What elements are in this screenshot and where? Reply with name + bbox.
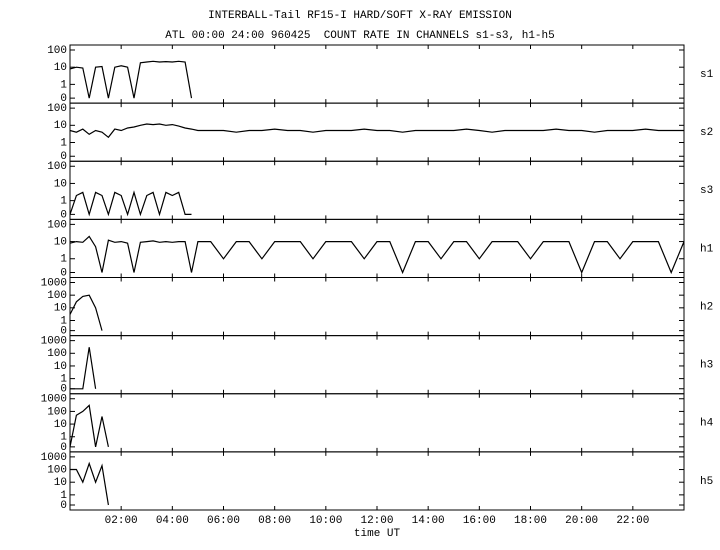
data-line	[70, 347, 97, 390]
x-tick-label: 12:00	[360, 515, 393, 527]
data-line	[69, 235, 685, 275]
y-tick-label: 0	[60, 326, 67, 338]
y-tick-label: 10	[54, 361, 67, 373]
y-tick-label: 0	[60, 151, 67, 163]
panel-frame	[69, 335, 685, 395]
x-tick-label: 22:00	[616, 515, 649, 527]
y-tick-label: 10	[54, 303, 67, 315]
y-tick-label: 100	[47, 45, 67, 57]
y-tick-label: 10	[54, 120, 67, 132]
y-tick-label: 1	[60, 432, 67, 444]
panel-frame	[69, 451, 685, 511]
y-tick-label: 100	[47, 103, 67, 115]
x-tick-label: 20:00	[565, 515, 598, 527]
y-tick-label: 1	[60, 254, 67, 266]
panel-label: h2	[700, 301, 713, 313]
x-tick-label: 18:00	[514, 515, 547, 527]
y-tick-label: 1	[60, 79, 67, 91]
x-tick-label: 02:00	[105, 515, 138, 527]
y-tick-label: 100	[47, 219, 67, 231]
data-line	[69, 190, 192, 217]
data-line	[69, 404, 109, 448]
chart-title: INTERBALL-Tail RF15-I HARD/SOFT X-RAY EM…	[208, 10, 512, 22]
y-tick-label: 10	[54, 236, 67, 248]
panel-label: h3	[700, 360, 713, 372]
data-line	[69, 123, 684, 139]
x-tick-label: 06:00	[207, 515, 240, 527]
panel-frame	[69, 393, 685, 453]
chart-subtitle: ATL 00:00 24:00 960425 COUNT RATE IN CHA…	[165, 30, 554, 42]
panel-label: h5	[700, 476, 713, 488]
y-tick-label: 0	[60, 267, 67, 279]
y-tick-label: 1	[60, 315, 67, 327]
y-tick-label: 100	[47, 161, 67, 173]
y-tick-label: 0	[60, 442, 67, 454]
y-tick-label: 1	[60, 137, 67, 149]
panel-label: s1	[700, 69, 714, 81]
y-tick-label: 100	[47, 290, 67, 302]
y-tick-label: 100	[47, 406, 67, 418]
panel-label: h1	[700, 243, 714, 255]
y-tick-label: 1000	[41, 394, 67, 406]
y-tick-label: 10	[54, 62, 67, 74]
data-line	[70, 461, 109, 506]
x-tick-label: 14:00	[412, 515, 445, 527]
data-line	[69, 294, 103, 331]
y-tick-label: 1000	[41, 336, 67, 348]
y-tick-label: 0	[60, 500, 67, 512]
y-tick-label: 1	[60, 196, 67, 208]
x-tick-label: 04:00	[156, 515, 189, 527]
y-tick-label: 0	[60, 384, 67, 396]
y-tick-label: 1	[60, 374, 67, 386]
y-tick-label: 10	[54, 419, 67, 431]
panel-frame	[69, 277, 685, 337]
x-axis-label: time UT	[354, 528, 401, 540]
x-tick-label: 10:00	[309, 515, 342, 527]
panel-label: s3	[700, 185, 713, 197]
panel-frame	[69, 160, 685, 220]
y-tick-label: 10	[54, 178, 67, 190]
y-tick-label: 0	[60, 93, 67, 105]
panel-frame	[69, 44, 685, 104]
y-tick-label: 1000	[41, 452, 67, 464]
x-tick-label: 16:00	[463, 515, 496, 527]
y-tick-label: 0	[60, 209, 67, 221]
y-tick-label: 100	[47, 464, 67, 476]
y-tick-label: 10	[54, 477, 67, 489]
panel-label: s2	[700, 127, 713, 139]
data-line	[69, 60, 193, 99]
y-tick-label: 1	[60, 490, 67, 502]
x-tick-label: 08:00	[258, 515, 291, 527]
panel-label: h4	[700, 418, 714, 430]
y-tick-label: 1000	[41, 277, 67, 289]
y-tick-label: 100	[47, 348, 67, 360]
